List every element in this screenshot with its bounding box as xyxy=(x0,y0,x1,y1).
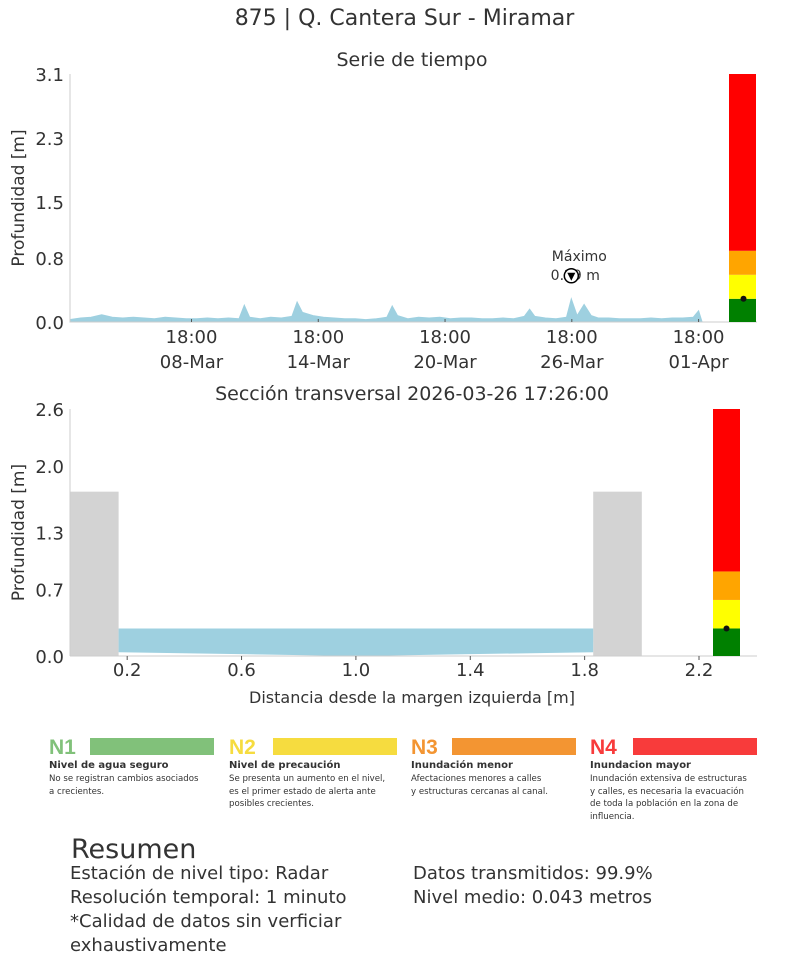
level-bar-marker xyxy=(723,625,730,632)
level-bar-segment xyxy=(729,298,756,322)
level-bar-segment xyxy=(713,599,740,629)
x-tick-label: 1.8 xyxy=(570,660,599,681)
legend-n4-desc-line: Inundación extensiva de estructuras xyxy=(590,774,747,784)
summary-quality-note: *Calidad de datos sin verficiar xyxy=(70,911,342,932)
legend-n2-desc-line: posibles crecientes. xyxy=(229,799,314,809)
y-axis-label: Profundidad [m] xyxy=(9,464,29,601)
level-bar-segment xyxy=(729,250,756,275)
legend-n1-title: Nivel de agua seguro xyxy=(49,760,169,771)
x-tick-label-date: 01-Apr xyxy=(669,352,730,373)
summary-title: Resumen xyxy=(71,834,197,865)
summary-data-transmitted: Datos transmitidos: 99.9% xyxy=(413,863,653,884)
x-axis-label: Distancia desde la margen izquierda [m] xyxy=(249,688,575,707)
y-tick-label: 2.6 xyxy=(35,400,64,421)
x-tick-label-time: 18:00 xyxy=(166,327,218,348)
legend-n3-bar xyxy=(452,738,576,755)
page-title: 875 | Q. Cantera Sur - Miramar xyxy=(234,6,575,31)
level-bar-segment xyxy=(713,628,740,656)
x-tick-label-time: 18:00 xyxy=(292,327,344,348)
legend-n1-desc: No se registran cambios asociados a crec… xyxy=(49,773,198,798)
x-tick-label-date: 14-Mar xyxy=(287,352,351,373)
cross-section-chart: Sección transversal 2026-03-26 17:26:00 P… xyxy=(9,383,757,707)
legend-n2-title: Nivel de precaución xyxy=(229,760,341,771)
y-tick-label: 0.0 xyxy=(35,647,64,668)
depth-area-series xyxy=(69,297,703,323)
chart-title: Serie de tiempo xyxy=(337,49,488,71)
max-marker-icon xyxy=(567,272,576,281)
channel-bank xyxy=(70,491,119,656)
x-tick-label-time: 18:00 xyxy=(673,327,725,348)
x-tick-label: 0.6 xyxy=(227,660,256,681)
level-bar-segment xyxy=(729,274,756,299)
max-annotation-label: Máximo xyxy=(552,249,607,265)
level-bar-segment xyxy=(729,74,756,251)
x-tick-label: 0.2 xyxy=(113,660,142,681)
x-tick-label: 1.4 xyxy=(456,660,485,681)
legend-n1-code: N1 xyxy=(49,736,76,759)
legend-n3-desc-line: Afectaciones menores a calles xyxy=(411,774,542,784)
legend-n4-desc: Inundación extensiva de estructuras y ca… xyxy=(590,773,747,823)
legend-n3-title: Inundación menor xyxy=(411,760,513,771)
x-tick-label-time: 18:00 xyxy=(546,327,598,348)
legend-n1-desc-line: a crecientes. xyxy=(49,786,105,797)
summary-quality-note-cont: exhaustivamente xyxy=(70,935,227,956)
y-tick-label: 0.8 xyxy=(35,249,64,270)
y-axis-label: Profundidad [m] xyxy=(9,129,29,266)
y-tick-label: 1.3 xyxy=(35,524,64,545)
legend-n1-bar xyxy=(90,738,214,755)
legend-n2-bar xyxy=(273,738,397,755)
legend-n4-desc-line: y calles, es necesaria la evacuación xyxy=(590,786,744,797)
level-bar-marker xyxy=(740,295,747,302)
legend-n3-code: N3 xyxy=(411,736,438,759)
summary-resolution: Resolución temporal: 1 minuto xyxy=(70,887,347,908)
y-tick-label: 0.0 xyxy=(35,313,64,334)
x-tick-label: 2.2 xyxy=(685,660,714,681)
y-tick-label: 0.7 xyxy=(35,581,64,602)
legend-n4-desc-line: de toda la población en la zona de xyxy=(590,799,739,809)
level-bar-segment xyxy=(713,409,740,572)
legend-n4-bar xyxy=(633,738,757,755)
y-tick-label: 2.3 xyxy=(35,129,64,150)
level-bar-segment xyxy=(713,571,740,600)
y-tick-label: 3.1 xyxy=(35,65,64,86)
chart-title: Sección transversal 2026-03-26 17:26:00 xyxy=(215,383,609,405)
legend-n3-desc: Afectaciones menores a calles y estructu… xyxy=(411,773,548,798)
x-tick-label: 1.0 xyxy=(342,660,371,681)
y-tick-label: 1.5 xyxy=(35,193,64,214)
legend-n3-desc-line: y estructuras cercanas al canal. xyxy=(411,786,548,797)
summary-station-type: Estación de nivel tipo: Radar xyxy=(70,863,329,884)
legend-n1-desc-line: No se registran cambios asociados xyxy=(49,774,199,784)
channel-bank xyxy=(593,491,642,656)
water-fill xyxy=(118,628,594,656)
y-tick-label: 2.0 xyxy=(35,457,64,478)
summary-mean-level: Nivel medio: 0.043 metros xyxy=(413,887,653,908)
legend-n2-desc-line: Se presenta un aumento en el nivel, xyxy=(229,774,386,784)
legend-n2-code: N2 xyxy=(229,736,256,759)
legend-n2-desc-line: es el primer estado de alerta ante xyxy=(229,786,376,797)
legend-n2-desc: Se presenta un aumento en el nivel, es e… xyxy=(229,773,385,811)
legend-n4-title: Inundacion mayor xyxy=(590,760,691,771)
legend-n4-desc-line: influencia. xyxy=(590,811,635,822)
x-tick-label-date: 20-Mar xyxy=(413,352,477,373)
x-tick-label-time: 18:00 xyxy=(419,327,471,348)
x-tick-label-date: 26-Mar xyxy=(540,352,604,373)
legend-n4-code: N4 xyxy=(590,736,617,759)
time-series-chart: Serie de tiempo Profundidad [m] 0.0 0.8 1.5 2… xyxy=(9,49,757,373)
x-tick-label-date: 08-Mar xyxy=(160,352,224,373)
